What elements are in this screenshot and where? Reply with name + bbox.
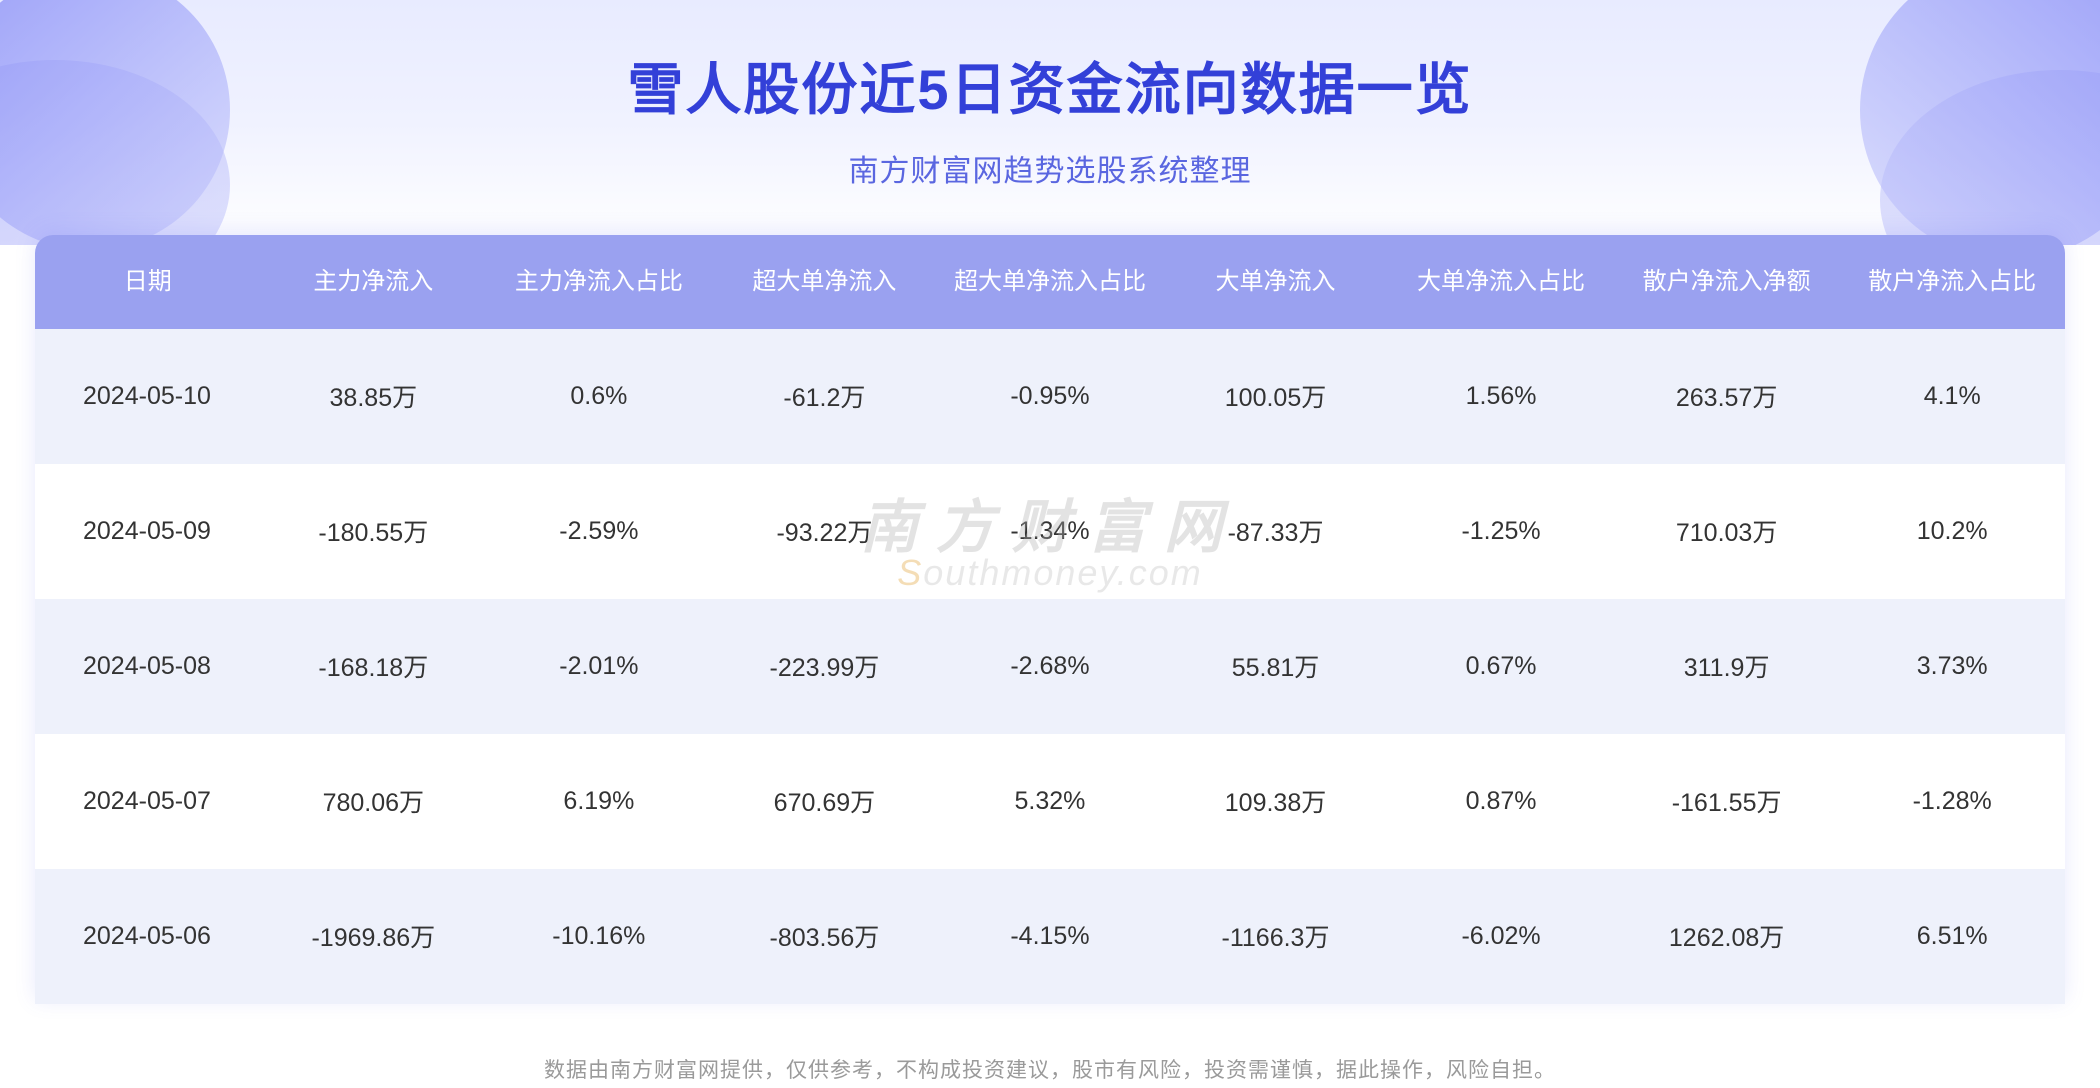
fund-flow-table: 日期 主力净流入 主力净流入占比 超大单净流入 超大单净流入占比 大单净流入 大… (35, 235, 2065, 1004)
cell-value: 38.85万 (261, 329, 487, 464)
cell-date: 2024-05-09 (35, 464, 261, 599)
col-header-main-inflow-pct: 主力净流入占比 (486, 235, 712, 329)
col-header-main-inflow: 主力净流入 (261, 235, 487, 329)
cell-value: 100.05万 (1163, 329, 1389, 464)
cell-value: -1.34% (937, 464, 1163, 599)
cell-value: 0.6% (486, 329, 712, 464)
cell-value: 710.03万 (1614, 464, 1840, 599)
cell-value: -1969.86万 (261, 869, 487, 1004)
table-container: 日期 主力净流入 主力净流入占比 超大单净流入 超大单净流入占比 大单净流入 大… (35, 235, 2065, 1004)
cell-value: -93.22万 (712, 464, 938, 599)
cell-value: -223.99万 (712, 599, 938, 734)
cell-value: 6.19% (486, 734, 712, 869)
table-header-row: 日期 主力净流入 主力净流入占比 超大单净流入 超大单净流入占比 大单净流入 大… (35, 235, 2065, 329)
col-header-xlarge-inflow: 超大单净流入 (712, 235, 938, 329)
page-subtitle: 南方财富网趋势选股系统整理 (0, 146, 2100, 190)
cell-value: -2.68% (937, 599, 1163, 734)
cell-value: 55.81万 (1163, 599, 1389, 734)
cell-value: -803.56万 (712, 869, 938, 1004)
cell-value: -2.59% (486, 464, 712, 599)
col-header-large-inflow: 大单净流入 (1163, 235, 1389, 329)
cell-value: -180.55万 (261, 464, 487, 599)
cell-date: 2024-05-08 (35, 599, 261, 734)
disclaimer-text: 数据由南方财富网提供，仅供参考，不构成投资建议，股市有风险，投资需谨慎，据此操作… (0, 1054, 2100, 1084)
cell-value: -4.15% (937, 869, 1163, 1004)
cell-value: 670.69万 (712, 734, 938, 869)
cell-date: 2024-05-07 (35, 734, 261, 869)
cell-value: -0.95% (937, 329, 1163, 464)
col-header-retail-inflow: 散户净流入净额 (1614, 235, 1840, 329)
table-row: 2024-05-09 -180.55万 -2.59% -93.22万 -1.34… (35, 464, 2065, 599)
cell-value: -168.18万 (261, 599, 487, 734)
cell-value: -10.16% (486, 869, 712, 1004)
cell-value: 1262.08万 (1614, 869, 1840, 1004)
cell-value: -61.2万 (712, 329, 938, 464)
table-row: 2024-05-08 -168.18万 -2.01% -223.99万 -2.6… (35, 599, 2065, 734)
cell-value: 311.9万 (1614, 599, 1840, 734)
cell-value: -6.02% (1388, 869, 1614, 1004)
cell-date: 2024-05-06 (35, 869, 261, 1004)
cell-value: -87.33万 (1163, 464, 1389, 599)
cell-value: -1166.3万 (1163, 869, 1389, 1004)
cell-value: 263.57万 (1614, 329, 1840, 464)
cell-value: 109.38万 (1163, 734, 1389, 869)
table-row: 2024-05-06 -1969.86万 -10.16% -803.56万 -4… (35, 869, 2065, 1004)
col-header-date: 日期 (35, 235, 261, 329)
cell-value: 0.87% (1388, 734, 1614, 869)
cell-value: 4.1% (1839, 329, 2065, 464)
table-row: 2024-05-10 38.85万 0.6% -61.2万 -0.95% 100… (35, 329, 2065, 464)
cell-value: 3.73% (1839, 599, 2065, 734)
page-title: 雪人股份近5日资金流向数据一览 (0, 45, 2100, 126)
col-header-xlarge-inflow-pct: 超大单净流入占比 (937, 235, 1163, 329)
table-body: 2024-05-10 38.85万 0.6% -61.2万 -0.95% 100… (35, 329, 2065, 1004)
cell-value: 10.2% (1839, 464, 2065, 599)
cell-date: 2024-05-10 (35, 329, 261, 464)
cell-value: 6.51% (1839, 869, 2065, 1004)
header-banner: 雪人股份近5日资金流向数据一览 南方财富网趋势选股系统整理 (0, 0, 2100, 245)
cell-value: -2.01% (486, 599, 712, 734)
col-header-large-inflow-pct: 大单净流入占比 (1388, 235, 1614, 329)
cell-value: -1.28% (1839, 734, 2065, 869)
cell-value: 1.56% (1388, 329, 1614, 464)
cell-value: 5.32% (937, 734, 1163, 869)
col-header-retail-inflow-pct: 散户净流入占比 (1839, 235, 2065, 329)
cell-value: 780.06万 (261, 734, 487, 869)
table-row: 2024-05-07 780.06万 6.19% 670.69万 5.32% 1… (35, 734, 2065, 869)
cell-value: -161.55万 (1614, 734, 1840, 869)
cell-value: -1.25% (1388, 464, 1614, 599)
cell-value: 0.67% (1388, 599, 1614, 734)
